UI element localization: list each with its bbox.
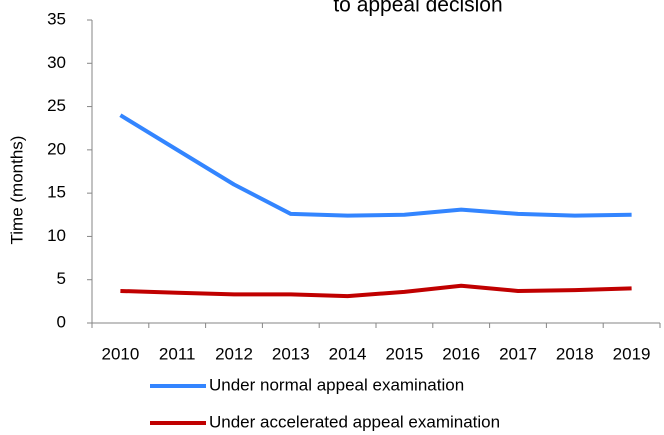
y-tick-label: 5 bbox=[57, 269, 66, 288]
x-tick-label: 2014 bbox=[329, 344, 367, 363]
y-tick-label: 10 bbox=[47, 226, 66, 245]
series-line bbox=[120, 283, 632, 299]
y-tick-label: 25 bbox=[47, 96, 66, 115]
x-tick-label: 2013 bbox=[272, 344, 310, 363]
legend-label: Under normal appeal examination bbox=[209, 375, 464, 394]
x-tick-label: 2016 bbox=[442, 344, 480, 363]
x-tick-label: 2018 bbox=[556, 344, 594, 363]
x-tick-label: 2010 bbox=[101, 344, 139, 363]
y-tick-label: 15 bbox=[47, 183, 66, 202]
legend-label: Under accelerated appeal examination bbox=[209, 412, 500, 431]
x-tick-label: 2017 bbox=[499, 344, 537, 363]
x-tick-label: 2019 bbox=[613, 344, 651, 363]
y-axis-label: Time (months) bbox=[7, 136, 26, 245]
x-tick-label: 2012 bbox=[215, 344, 253, 363]
y-tick-label: 35 bbox=[47, 9, 66, 28]
y-tick-label: 0 bbox=[57, 312, 66, 331]
y-tick-label: 30 bbox=[47, 53, 66, 72]
y-tick-label: 20 bbox=[47, 139, 66, 158]
series-line bbox=[119, 113, 632, 218]
chart-title: to appeal decision bbox=[333, 0, 502, 17]
x-tick-label: 2011 bbox=[159, 344, 196, 363]
x-tick-label: 2015 bbox=[385, 344, 423, 363]
